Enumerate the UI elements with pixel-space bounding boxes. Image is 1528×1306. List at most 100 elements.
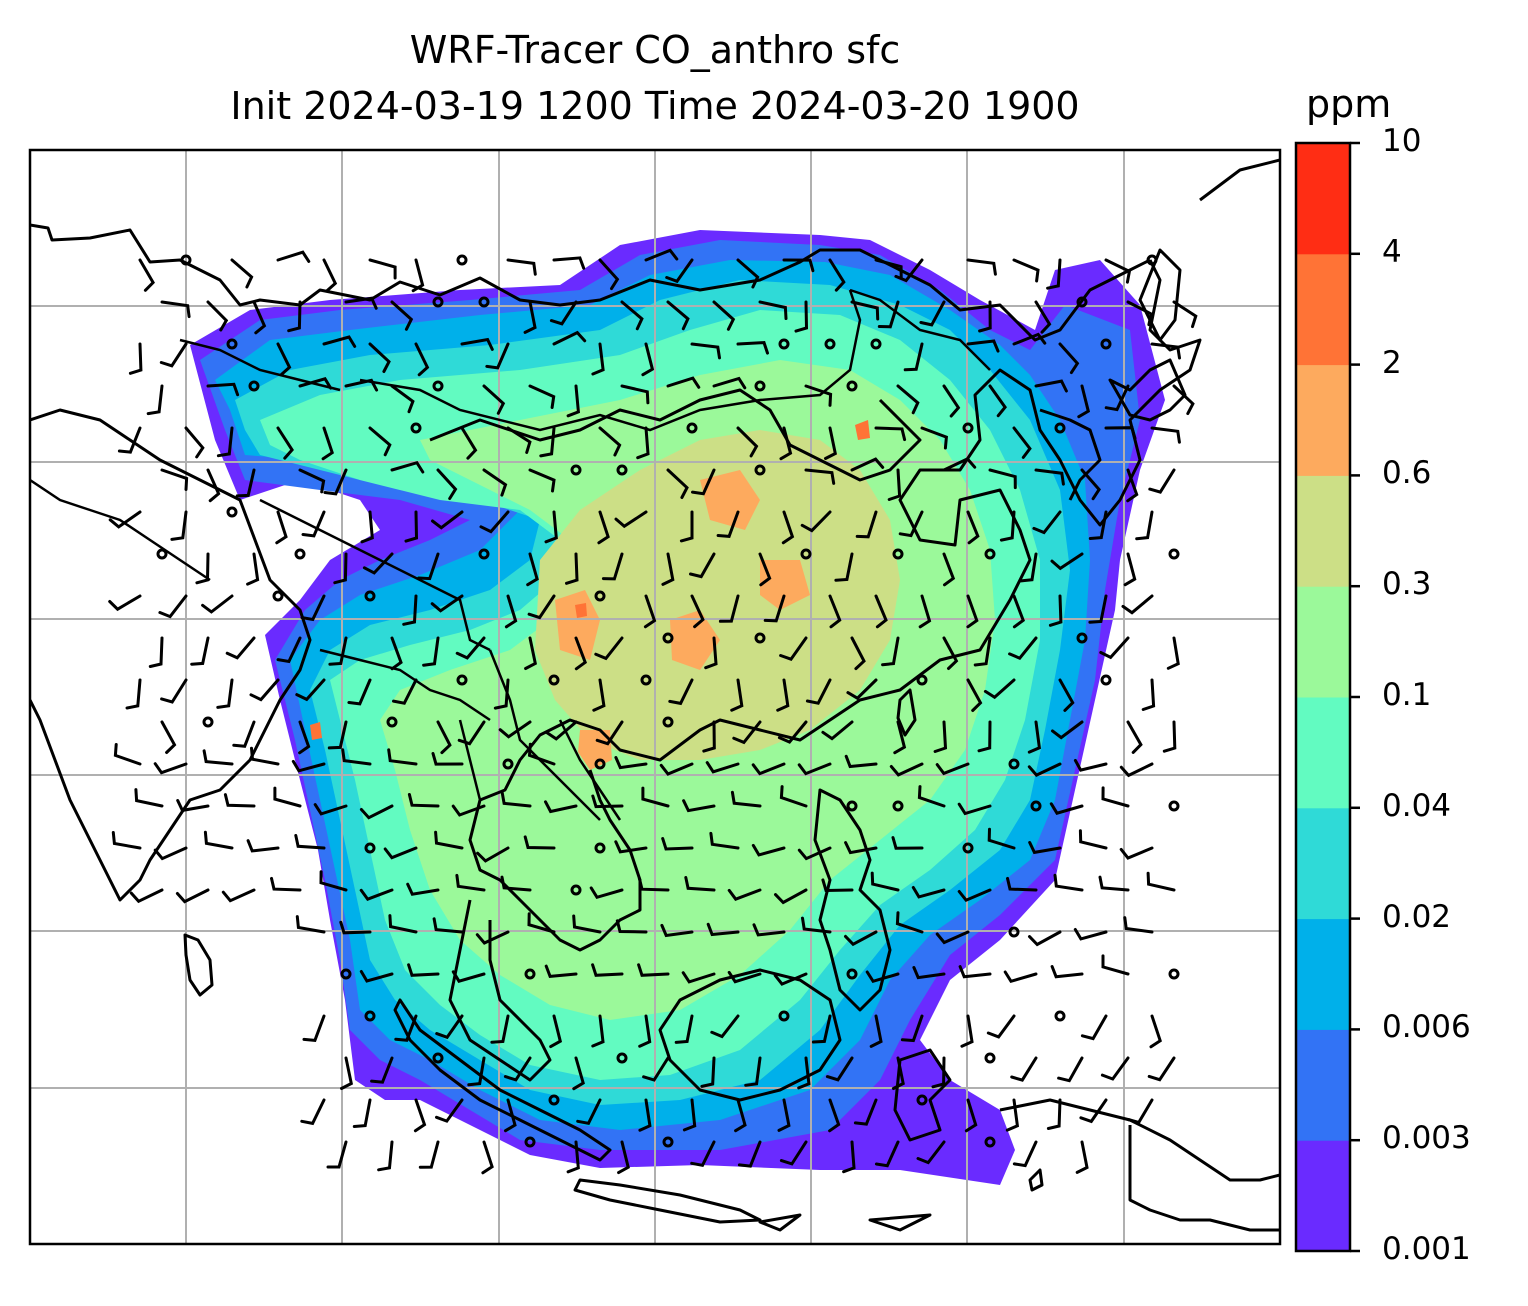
map-content	[30, 150, 1280, 1244]
calm-marker	[226, 338, 238, 350]
wind-barb	[493, 678, 510, 710]
wind-barb	[660, 923, 694, 938]
wind-barb	[591, 963, 624, 977]
wind-barb	[460, 426, 478, 460]
wind-barb	[870, 871, 900, 892]
wind-barb	[1101, 786, 1130, 808]
wind-barb	[874, 1140, 900, 1168]
wind-barb	[482, 384, 506, 415]
wind-barb	[638, 1014, 652, 1048]
wind-barb	[644, 248, 679, 262]
wind-barb	[402, 594, 418, 626]
wind-barb	[736, 426, 759, 458]
calm-marker	[916, 1094, 928, 1106]
wind-barbs	[108, 248, 1198, 1175]
wind-barb	[176, 799, 210, 813]
wind-barb	[679, 510, 694, 543]
wind-barb	[323, 468, 348, 496]
colorbar-segment	[1296, 1140, 1350, 1252]
wind-barb	[1006, 876, 1038, 892]
calm-marker	[524, 1136, 536, 1148]
wind-barb	[853, 1098, 878, 1126]
border-china-mongolia	[359, 289, 862, 432]
wind-barb	[1172, 384, 1195, 416]
wind-barb	[301, 510, 326, 538]
wind-barb	[528, 384, 556, 409]
wind-barb	[276, 426, 294, 460]
wind-barb	[690, 1140, 716, 1167]
wind-barb	[751, 762, 786, 776]
wind-barb	[983, 678, 1016, 700]
calm-marker	[502, 758, 514, 770]
wind-barb	[706, 922, 740, 937]
colorbar-segment	[1296, 697, 1350, 809]
wind-barb	[592, 678, 606, 712]
wind-barb	[344, 296, 378, 310]
wind-barb	[614, 756, 648, 770]
coast-kamchatka	[1199, 158, 1280, 202]
wind-barb	[1058, 678, 1075, 712]
wind-barb	[146, 384, 164, 416]
wind-barb	[1166, 636, 1180, 670]
wind-barb	[221, 888, 256, 903]
wind-barb	[160, 468, 189, 491]
calm-marker	[616, 1052, 628, 1064]
wind-barb	[957, 888, 992, 903]
wind-barb	[383, 846, 418, 860]
wind-barb	[273, 786, 302, 808]
wind-barb	[594, 636, 624, 661]
wind-barb	[811, 1014, 832, 1044]
wind-barb	[479, 510, 510, 534]
wind-barb	[352, 1098, 372, 1128]
wind-barb	[250, 746, 280, 766]
calm-marker	[156, 548, 168, 560]
wind-barb	[682, 799, 716, 813]
wind-barb	[1028, 930, 1062, 947]
wind-barb	[407, 963, 440, 977]
wind-barb	[828, 258, 846, 292]
wind-barb	[589, 886, 624, 900]
wind-barb	[1073, 928, 1108, 941]
wind-barb	[986, 1014, 1016, 1039]
wind-barb	[298, 720, 311, 755]
calm-marker	[226, 506, 238, 518]
border-west	[30, 478, 211, 582]
wind-barb	[326, 1140, 348, 1169]
calm-marker	[432, 380, 444, 392]
wind-barb	[689, 552, 716, 579]
wind-barb	[641, 342, 655, 377]
wind-barb	[869, 1014, 883, 1048]
wind-barb	[894, 258, 924, 283]
wind-barb	[1126, 300, 1153, 327]
wind-barb	[113, 743, 142, 766]
wind-barb	[800, 510, 832, 533]
coast-small-islands	[758, 1168, 1044, 1232]
wind-barb	[935, 930, 970, 945]
colorbar-tick-label: 4	[1382, 233, 1402, 270]
wind-barb	[523, 300, 537, 334]
wind-barb	[931, 1056, 946, 1089]
wind-barb	[1123, 552, 1137, 587]
wind-barb	[566, 384, 580, 418]
wind-barb	[661, 837, 694, 851]
wind-barb	[160, 300, 191, 319]
wind-barb	[887, 468, 902, 501]
wind-barb	[195, 552, 210, 585]
wind-barb	[360, 510, 374, 544]
wind-barb	[1088, 510, 1108, 540]
wind-barb	[216, 678, 234, 709]
wind-barb	[964, 1098, 978, 1133]
border-china-russia	[849, 288, 991, 371]
border-india-china	[259, 498, 491, 652]
wind-barb	[893, 720, 907, 755]
wind-barb	[620, 384, 650, 405]
wind-barb	[246, 552, 260, 586]
wind-barb	[544, 510, 558, 544]
wind-barb	[773, 972, 808, 986]
wind-barb	[1104, 258, 1132, 284]
wind-barb	[666, 468, 689, 499]
wind-barb	[417, 552, 440, 581]
wind-barb	[942, 457, 977, 472]
wind-barb	[422, 636, 440, 667]
